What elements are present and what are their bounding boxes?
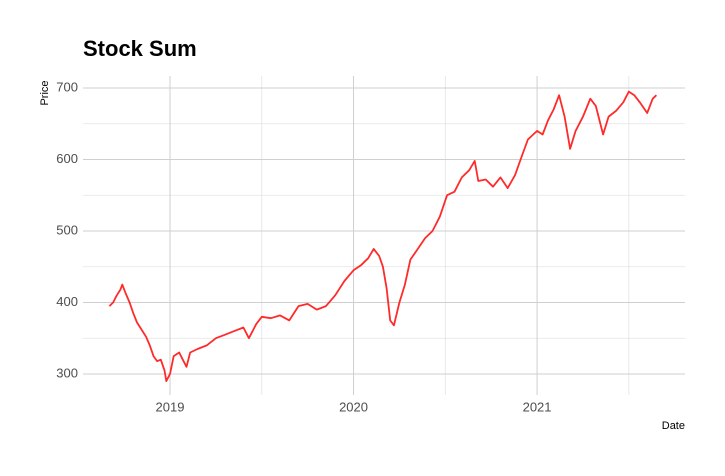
x-tick-label: 2020 [339, 399, 368, 414]
x-axis-label: Date [662, 420, 685, 432]
chart-title: Stock Sum [83, 36, 197, 61]
plot [108, 90, 658, 382]
y-tick-label: 400 [56, 294, 78, 309]
grid: 300 400 500 600 700 2019 2020 2021 [56, 76, 685, 414]
x-tick-label: 2019 [156, 399, 185, 414]
line [108, 90, 658, 382]
y-tick-label: 600 [56, 151, 78, 166]
x-tick-label: 2021 [523, 399, 552, 414]
y-tick-label: 300 [56, 365, 78, 380]
y-tick-label: 700 [56, 79, 78, 94]
y-tick-label: 500 [56, 222, 78, 237]
y-axis-label: Price [39, 80, 51, 105]
